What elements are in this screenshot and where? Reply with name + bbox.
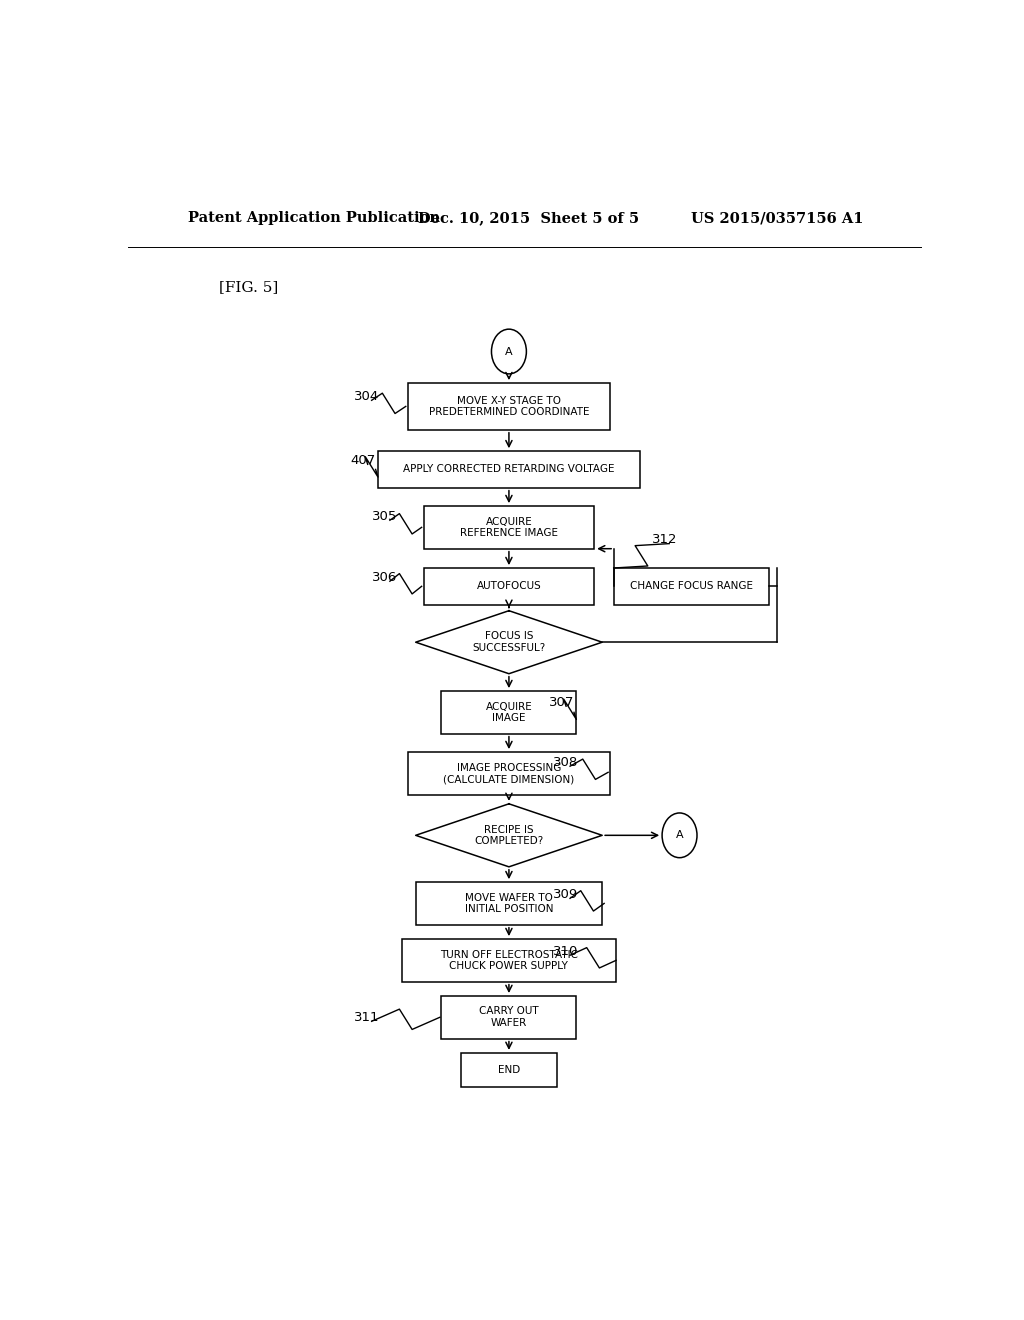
- Text: A: A: [505, 347, 513, 356]
- Text: ACQUIRE
REFERENCE IMAGE: ACQUIRE REFERENCE IMAGE: [460, 516, 558, 539]
- Bar: [378, 451, 640, 487]
- Bar: [441, 995, 577, 1039]
- Bar: [408, 752, 610, 795]
- Bar: [416, 882, 602, 925]
- Text: ACQUIRE
IMAGE: ACQUIRE IMAGE: [485, 701, 532, 723]
- Text: TURN OFF ELECTROSTATIC
CHUCK POWER SUPPLY: TURN OFF ELECTROSTATIC CHUCK POWER SUPPL…: [440, 949, 578, 972]
- Text: 407: 407: [350, 454, 376, 467]
- Text: RECIPE IS
COMPLETED?: RECIPE IS COMPLETED?: [474, 825, 544, 846]
- Text: 305: 305: [373, 510, 397, 523]
- Text: 311: 311: [354, 1011, 380, 1024]
- Text: AUTOFOCUS: AUTOFOCUS: [476, 581, 542, 591]
- Text: CARRY OUT
WAFER: CARRY OUT WAFER: [479, 1006, 539, 1028]
- Text: FOCUS IS
SUCCESSFUL?: FOCUS IS SUCCESSFUL?: [472, 631, 546, 653]
- Text: US 2015/0357156 A1: US 2015/0357156 A1: [691, 211, 864, 226]
- Text: 306: 306: [373, 570, 397, 583]
- Bar: [408, 383, 610, 430]
- Text: CHANGE FOCUS RANGE: CHANGE FOCUS RANGE: [630, 581, 753, 591]
- Bar: [614, 568, 769, 605]
- Text: APPLY CORRECTED RETARDING VOLTAGE: APPLY CORRECTED RETARDING VOLTAGE: [403, 465, 614, 474]
- Bar: [424, 568, 594, 605]
- Text: A: A: [676, 830, 683, 841]
- Text: 309: 309: [553, 888, 578, 900]
- Text: Patent Application Publication: Patent Application Publication: [187, 211, 439, 226]
- Text: 312: 312: [652, 533, 677, 546]
- Bar: [441, 690, 577, 734]
- Text: MOVE WAFER TO
INITIAL POSITION: MOVE WAFER TO INITIAL POSITION: [465, 892, 553, 915]
- Bar: [401, 939, 616, 982]
- Text: 310: 310: [553, 945, 578, 958]
- Text: MOVE X-Y STAGE TO
PREDETERMINED COORDINATE: MOVE X-Y STAGE TO PREDETERMINED COORDINA…: [429, 396, 589, 417]
- Text: 308: 308: [553, 755, 578, 768]
- Text: 307: 307: [549, 696, 574, 709]
- Text: END: END: [498, 1065, 520, 1074]
- Text: Dec. 10, 2015  Sheet 5 of 5: Dec. 10, 2015 Sheet 5 of 5: [418, 211, 639, 226]
- Text: 304: 304: [354, 389, 380, 403]
- Text: [FIG. 5]: [FIG. 5]: [219, 280, 279, 294]
- Bar: [461, 1053, 557, 1088]
- Bar: [424, 506, 594, 549]
- Text: IMAGE PROCESSING
(CALCULATE DIMENSION): IMAGE PROCESSING (CALCULATE DIMENSION): [443, 763, 574, 784]
